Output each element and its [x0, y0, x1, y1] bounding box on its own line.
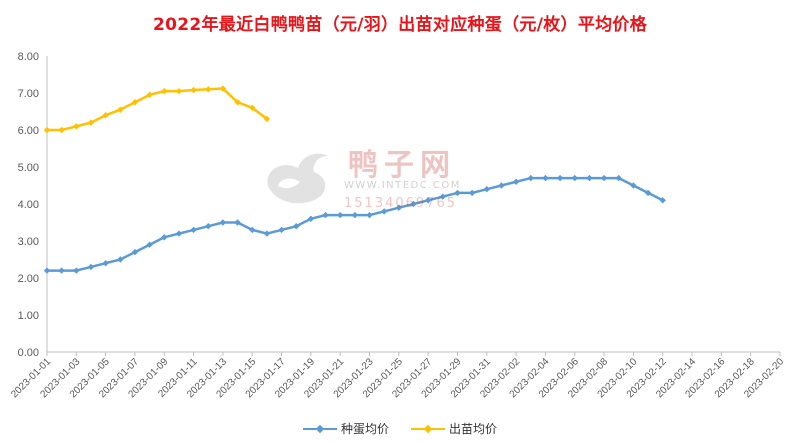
data-point: [615, 174, 622, 182]
data-point: [117, 106, 124, 113]
data-point: [468, 189, 476, 197]
data-point: [87, 263, 95, 271]
data-point: [234, 219, 241, 226]
data-point: [249, 226, 256, 234]
data-point: [190, 226, 197, 234]
data-point: [600, 174, 608, 182]
data-point: [278, 226, 285, 234]
data-point: [249, 104, 256, 111]
data-point: [175, 87, 183, 95]
data-point: [219, 219, 227, 226]
data-point: [395, 204, 403, 211]
data-point: [205, 223, 212, 230]
data-point: [512, 178, 520, 185]
data-point: [542, 174, 549, 182]
data-point: [131, 99, 139, 106]
legend-label: 出苗均价: [449, 422, 498, 436]
data-point: [630, 182, 637, 189]
data-point: [659, 197, 666, 204]
y-tick-label: 3.00: [18, 236, 39, 248]
y-tick-label: 1.00: [18, 310, 39, 322]
data-point: [498, 182, 505, 189]
data-point: [43, 126, 51, 134]
data-point: [161, 87, 168, 95]
data-point: [439, 193, 447, 200]
data-point: [410, 200, 417, 208]
data-point: [424, 197, 432, 204]
data-point: [234, 99, 241, 106]
data-point: [161, 234, 168, 241]
data-point: [190, 86, 197, 94]
data-point: [73, 267, 80, 274]
y-tick-label: 4.00: [18, 199, 39, 211]
data-point: [87, 119, 95, 126]
legend-label: 种蛋均价: [340, 422, 389, 436]
data-point: [644, 189, 652, 197]
y-tick-label: 5.00: [18, 162, 39, 174]
data-point: [219, 85, 227, 92]
series-line-2: [47, 87, 268, 132]
data-point: [307, 215, 315, 222]
data-point: [131, 248, 139, 256]
data-point: [366, 211, 373, 219]
data-point: [337, 211, 344, 219]
data-point: [351, 211, 359, 219]
legend-swatch: [302, 423, 337, 435]
data-point: [146, 91, 153, 99]
data-point: [293, 223, 300, 230]
y-tick-label: 8.00: [18, 51, 39, 63]
data-point: [58, 267, 65, 274]
y-tick-label: 6.00: [18, 125, 39, 137]
data-point: [263, 230, 271, 237]
chart-legend: 种蛋均价 出苗均价: [0, 420, 800, 437]
data-point: [117, 256, 124, 263]
data-point: [454, 189, 461, 197]
data-point: [43, 267, 51, 274]
data-point: [571, 174, 578, 182]
y-tick-label: 0.00: [18, 347, 39, 359]
data-point: [556, 174, 564, 182]
data-point: [586, 174, 593, 182]
data-point: [146, 241, 153, 248]
data-point: [205, 86, 212, 93]
data-point: [102, 260, 109, 267]
data-point: [322, 211, 329, 219]
data-point: [175, 230, 183, 237]
data-point: [527, 174, 534, 182]
data-point: [380, 208, 388, 215]
chart-title: 2022年最近白鸭鸭苗（元/羽）出苗对应种蛋（元/枚）平均价格: [152, 15, 648, 35]
legend-item-1: 种蛋均价: [302, 420, 389, 437]
data-point: [263, 115, 271, 123]
y-tick-label: 2.00: [18, 273, 39, 285]
data-point: [73, 123, 80, 130]
legend-swatch: [411, 423, 445, 435]
y-tick-label: 7.00: [18, 88, 39, 100]
legend-item-2: 出苗均价: [411, 420, 497, 437]
series-line-1: [47, 176, 664, 272]
data-point: [102, 112, 109, 119]
data-point: [58, 126, 65, 134]
data-point: [483, 186, 490, 193]
